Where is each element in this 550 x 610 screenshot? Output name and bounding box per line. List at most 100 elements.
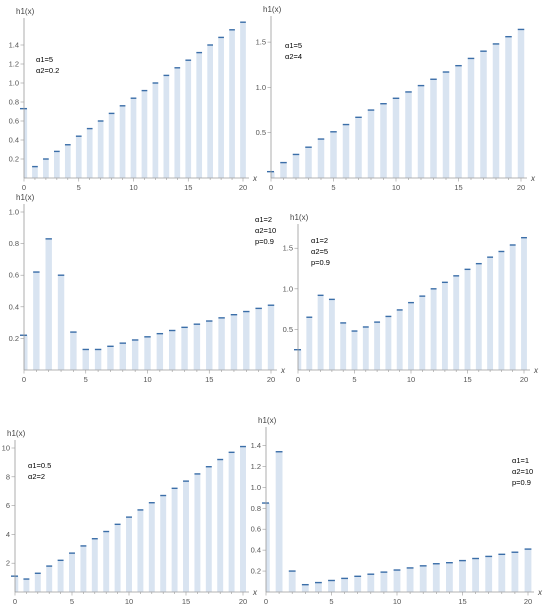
y-tick-label: 1.0 bbox=[9, 208, 19, 217]
bar-x6 bbox=[80, 545, 87, 592]
bar-x1 bbox=[32, 166, 38, 178]
bar-x8 bbox=[119, 343, 127, 370]
bar-x9 bbox=[380, 572, 388, 592]
bar-x2 bbox=[43, 159, 49, 178]
y-tick-label: 1.2 bbox=[251, 462, 261, 471]
bar-x5 bbox=[351, 331, 358, 370]
bar-x19 bbox=[505, 36, 512, 178]
bar-x7 bbox=[107, 346, 114, 370]
y-axis-label: h1(x) bbox=[16, 7, 35, 16]
chart-panel-5: 0 5 10 15 20 2 4 6 8 10 h1(x) x α1=0.5 α2=2 bbox=[2, 429, 258, 606]
chart-panel-1: 0 5 10 15 20 0.2 0.4 0.6 0.8 1.0 1.2 1.4 h1(x) x α1=5 α… bbox=[9, 7, 258, 192]
bar-x17 bbox=[207, 45, 213, 178]
bar-x19 bbox=[509, 244, 516, 370]
bar-x3 bbox=[57, 275, 65, 370]
bar-x20 bbox=[240, 22, 246, 179]
x-axis-label: x bbox=[252, 588, 258, 597]
x-tick-label: 10 bbox=[392, 183, 400, 192]
parameter-annotation: p=0.9 bbox=[512, 478, 531, 487]
y-tick-label: 0.8 bbox=[251, 504, 261, 513]
bar-x3 bbox=[54, 151, 60, 178]
x-tick-label: 5 bbox=[329, 597, 333, 606]
y-tick-label: 1.0 bbox=[256, 83, 266, 92]
bar-x10 bbox=[392, 98, 400, 178]
bar-x16 bbox=[194, 473, 201, 592]
bar-x18 bbox=[492, 43, 500, 178]
bar-x1 bbox=[23, 579, 30, 592]
x-tick-label: 20 bbox=[524, 597, 532, 606]
bar-x7 bbox=[354, 576, 362, 592]
bar-x20 bbox=[524, 549, 532, 592]
x-tick-label: 5 bbox=[84, 375, 88, 384]
x-axis-label: x bbox=[530, 174, 536, 183]
x-tick-label: 5 bbox=[77, 183, 81, 192]
parameter-annotation: α1=1 bbox=[512, 456, 529, 465]
y-tick-label: 0.2 bbox=[9, 334, 19, 343]
bar-x13 bbox=[441, 282, 448, 370]
x-tick-label: 0 bbox=[269, 183, 273, 192]
x-tick-label: 5 bbox=[352, 375, 356, 384]
parameter-annotation: α1=2 bbox=[255, 215, 272, 224]
bar-x20 bbox=[521, 237, 527, 370]
x-tick-label: 20 bbox=[517, 183, 525, 192]
bar-x12 bbox=[168, 330, 176, 370]
parameter-annotation: α2=10 bbox=[512, 467, 533, 476]
bar-x4 bbox=[70, 332, 77, 370]
parameter-annotation: α1=2 bbox=[311, 236, 328, 245]
bar-x19 bbox=[228, 452, 235, 592]
parameter-annotation: α2=0.2 bbox=[36, 66, 59, 75]
x-tick-label: 20 bbox=[239, 597, 247, 606]
bar-x15 bbox=[183, 481, 189, 592]
parameter-annotation: α2=10 bbox=[255, 226, 276, 235]
bar-x13 bbox=[181, 327, 188, 370]
y-tick-label: 1.0 bbox=[9, 79, 19, 88]
bar-x18 bbox=[498, 251, 505, 370]
bar-x5 bbox=[330, 131, 337, 178]
bar-x1 bbox=[33, 272, 40, 370]
bar-x1 bbox=[306, 317, 313, 370]
bar-x2 bbox=[288, 571, 296, 592]
x-tick-label: 10 bbox=[143, 375, 151, 384]
bar-x18 bbox=[217, 459, 224, 592]
bar-x12 bbox=[430, 288, 437, 370]
bar-x19 bbox=[255, 308, 262, 370]
bar-x15 bbox=[464, 269, 471, 370]
bar-x8 bbox=[367, 110, 375, 178]
parameter-annotation: α1=0.5 bbox=[28, 461, 51, 470]
bar-x13 bbox=[432, 563, 440, 592]
y-axis-label: h1(x) bbox=[7, 429, 26, 438]
y-tick-label: 0.6 bbox=[251, 525, 261, 534]
y-tick-label: 1.0 bbox=[283, 284, 293, 293]
y-tick-label: 1.4 bbox=[251, 441, 261, 450]
bar-x5 bbox=[82, 349, 89, 370]
bar-x6 bbox=[86, 128, 93, 178]
bar-x19 bbox=[229, 29, 235, 178]
bar-x3 bbox=[301, 584, 309, 592]
bar-x11 bbox=[419, 296, 426, 370]
bar-x10 bbox=[408, 302, 414, 370]
bar-x13 bbox=[430, 79, 437, 178]
bar-x0 bbox=[24, 335, 28, 370]
bar-x0 bbox=[266, 503, 270, 592]
bar-x6 bbox=[342, 124, 350, 178]
bar-x11 bbox=[406, 567, 414, 592]
x-tick-label: 20 bbox=[520, 375, 528, 384]
x-tick-label: 15 bbox=[184, 183, 192, 192]
y-tick-label: 4 bbox=[6, 530, 10, 539]
bar-x1 bbox=[280, 162, 287, 178]
bar-x3 bbox=[328, 299, 335, 370]
y-tick-label: 0.4 bbox=[9, 302, 19, 311]
bar-x20 bbox=[240, 446, 246, 592]
bar-x17 bbox=[205, 466, 212, 592]
bar-x7 bbox=[355, 117, 362, 178]
bar-x8 bbox=[103, 531, 110, 592]
y-axis-label: h1(x) bbox=[16, 193, 35, 202]
y-axis-label: h1(x) bbox=[258, 416, 277, 425]
y-tick-label: 0.4 bbox=[251, 546, 261, 555]
x-tick-label: 5 bbox=[331, 183, 335, 192]
y-tick-label: 8 bbox=[6, 472, 10, 481]
x-tick-label: 15 bbox=[182, 597, 190, 606]
y-tick-label: 1.2 bbox=[9, 60, 19, 69]
bar-x2 bbox=[292, 154, 300, 178]
bar-x6 bbox=[341, 578, 349, 592]
